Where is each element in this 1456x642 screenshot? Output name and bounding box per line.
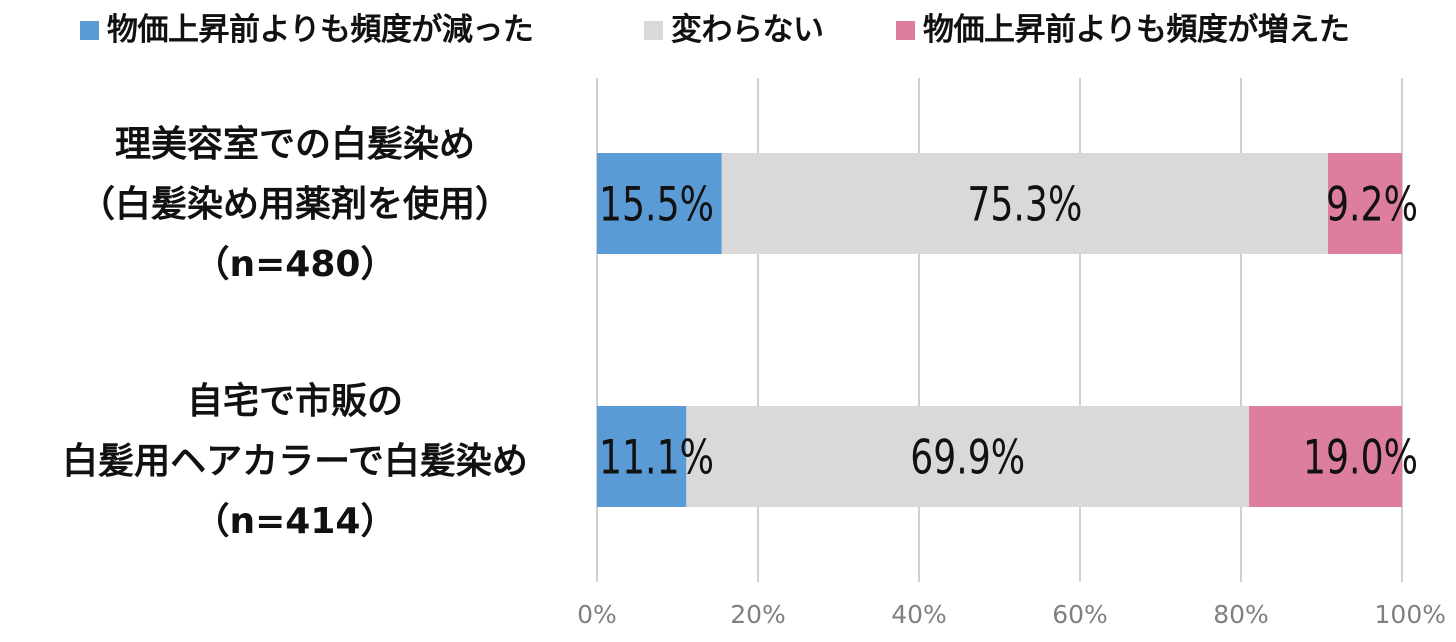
category-label-line: 自宅で市販の <box>186 381 403 422</box>
category-label-home: 自宅で市販の 白髪用ヘアカラーで白髪染め （n=414） <box>0 372 590 552</box>
legend-swatch-increased <box>896 20 915 40</box>
bar-segment <box>1327 153 1402 254</box>
category-label-line: 理美容室での白髪染め <box>114 124 475 165</box>
category-label-line: （白髪染め用薬剤を使用） <box>78 184 511 225</box>
x-axis-ticks: 0% 20% 40% 60% 80% 100% <box>577 600 1446 629</box>
data-label: 19.0% <box>1303 431 1418 486</box>
data-label: 9.2% <box>1326 178 1418 233</box>
legend-label-increased: 物価上昇前よりも頻度が増えた <box>923 12 1350 48</box>
x-tick-label: 80% <box>1213 600 1269 629</box>
data-label: 15.5% <box>599 178 714 233</box>
bar-segment <box>597 406 687 507</box>
legend-swatch-decreased <box>80 20 99 40</box>
bar-segment <box>721 153 1328 254</box>
data-label: 75.3% <box>967 178 1082 233</box>
x-tick-label: 100% <box>1375 600 1446 629</box>
x-tick-label: 40% <box>891 600 947 629</box>
bars <box>597 153 1402 507</box>
category-label-line: 白髪用ヘアカラーで白髪染め <box>62 441 528 482</box>
category-label-line: （n=480） <box>193 244 397 285</box>
legend: 物価上昇前よりも頻度が減った 変わらない 物価上昇前よりも頻度が増えた <box>0 8 1456 52</box>
bar-segment <box>1249 406 1402 507</box>
legend-item-decreased: 物価上昇前よりも頻度が減った <box>80 8 534 52</box>
legend-item-increased: 物価上昇前よりも頻度が増えた <box>896 8 1350 52</box>
legend-swatch-unchanged <box>644 20 663 40</box>
legend-label-decreased: 物価上昇前よりも頻度が減った <box>107 12 534 48</box>
legend-item-unchanged: 変わらない <box>644 8 824 52</box>
data-labels: 15.5% 75.3% 9.2% 11.1% 69.9% 19.0% <box>599 178 1418 486</box>
x-tick-label: 60% <box>1052 600 1108 629</box>
data-label: 69.9% <box>910 431 1025 486</box>
legend-label-unchanged: 変わらない <box>671 12 824 48</box>
category-label-line: （n=414） <box>193 501 397 542</box>
bar-segment <box>686 406 1250 507</box>
data-label: 11.1% <box>599 431 714 486</box>
category-label-salon: 理美容室での白髪染め （白髪染め用薬剤を使用） （n=480） <box>0 115 590 295</box>
x-tick-label: 0% <box>577 600 617 629</box>
x-tick-label: 20% <box>730 600 786 629</box>
bar-segment <box>597 153 722 254</box>
